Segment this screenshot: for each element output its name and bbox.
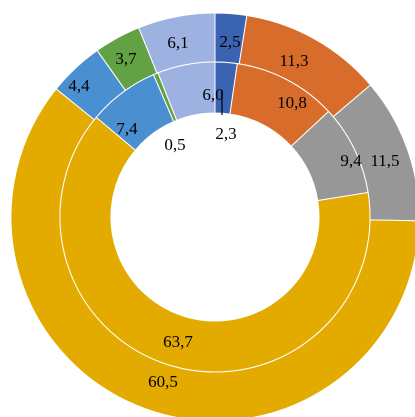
outer-data-label-5: 3,7: [115, 49, 137, 68]
outer-data-label-2: 11,5: [370, 151, 399, 170]
inner-data-label-5: 0,5: [164, 135, 185, 154]
inner-slice-3: [59, 116, 371, 373]
inner-data-label-0: 2,3: [215, 124, 236, 143]
inner-data-label-4: 7,4: [116, 119, 138, 138]
outer-data-label-6: 6,1: [167, 33, 188, 52]
inner-data-label-6: 6,0: [202, 85, 223, 104]
inner-slice-6: [157, 61, 216, 121]
inner-data-label-2: 9,4: [340, 151, 362, 170]
inner-data-label-1: 10,8: [277, 93, 307, 112]
outer-data-label-3: 60,5: [148, 372, 178, 391]
inner-data-label-3: 63,7: [163, 332, 193, 351]
outer-data-label-4: 4,4: [68, 76, 90, 95]
outer-data-label-1: 11,3: [279, 51, 308, 70]
outer-data-label-0: 2,5: [219, 32, 240, 51]
